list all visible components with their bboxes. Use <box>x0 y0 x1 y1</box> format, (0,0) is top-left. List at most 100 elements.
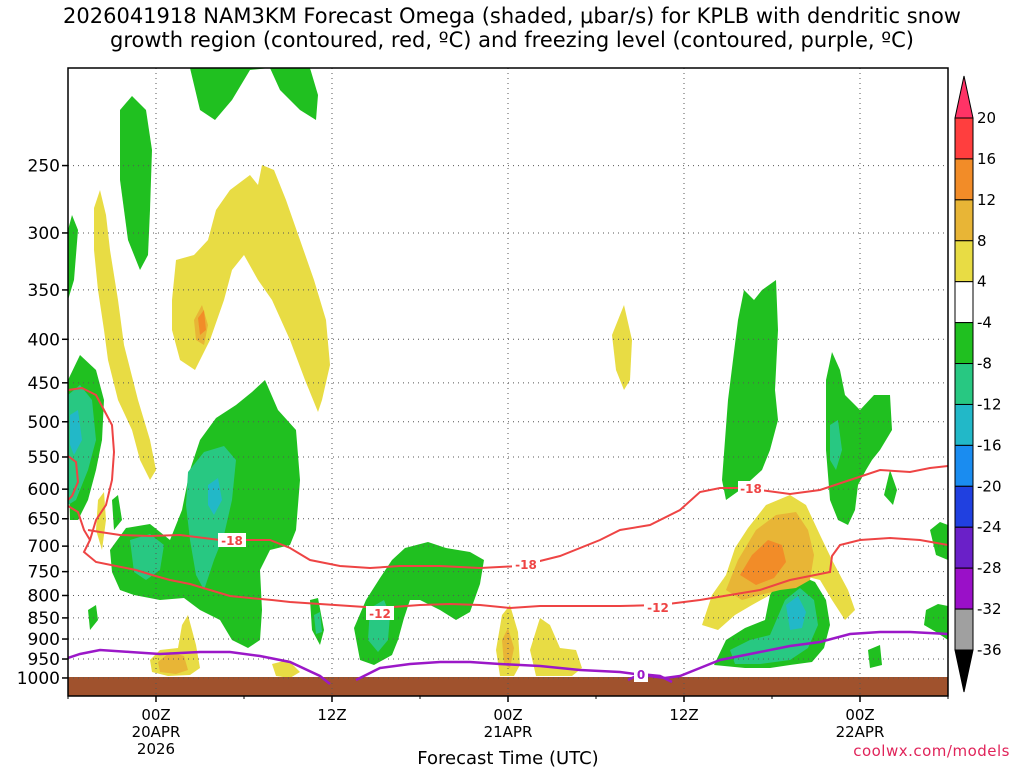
contour-label-zero: 0 <box>637 668 645 682</box>
colorbar-swatch <box>954 199 974 242</box>
isotherm-minus18-line <box>68 505 91 541</box>
x-tick-label: 12Z <box>669 706 698 724</box>
omega-region-green <box>722 280 778 500</box>
colorbar-swatch <box>954 403 974 446</box>
colorbar-swatch <box>954 158 974 201</box>
colorbar-swatch <box>954 240 974 283</box>
omega-region-yellow <box>94 190 156 480</box>
x-tick-label: 21APR <box>484 723 533 741</box>
omega-region-green <box>120 96 152 270</box>
omega-region-orange <box>198 310 206 335</box>
colorbar-top-triangle <box>954 75 974 119</box>
x-tick-label: 00Z <box>141 706 170 724</box>
colorbar-label: 12 <box>977 191 996 209</box>
colorbar-bottom-triangle <box>954 649 974 693</box>
y-tick-label: 650 <box>28 510 60 530</box>
colorbar-label: 4 <box>977 273 987 291</box>
colorbar-swatch <box>954 444 974 487</box>
y-tick-label: 250 <box>28 157 60 177</box>
isotherm-minus18 <box>68 386 948 610</box>
contour-label-minus12-a: -12 <box>369 607 391 621</box>
omega-region-yellow <box>172 165 330 412</box>
omega-region-green <box>884 470 897 505</box>
ground-surface <box>68 677 948 696</box>
omega-region-yellow <box>96 492 106 550</box>
colorbar-label: 20 <box>977 109 996 127</box>
colorbar-swatch <box>954 485 974 528</box>
x-tick-label: 22APR <box>836 723 885 741</box>
colorbar-label: -24 <box>977 518 1002 536</box>
contour-labels: -18 -18 -18 -12 -12 0 <box>218 481 764 682</box>
colorbar-label: -4 <box>977 314 992 332</box>
colorbar-swatch <box>954 567 974 610</box>
colorbar-swatch <box>954 363 974 405</box>
chart-title: 2026041918 NAM3KM Forecast Omega (shaded… <box>0 4 1024 52</box>
colorbar-label: -32 <box>977 600 1002 618</box>
omega-region-green <box>112 495 122 530</box>
omega-region-yellow <box>612 305 632 390</box>
colorbar-swatch <box>954 117 974 160</box>
omega-region-green <box>930 522 948 560</box>
x-tick-label: 00Z <box>493 706 522 724</box>
y-tick-label: 500 <box>28 413 60 433</box>
x-tick-label: 00Z <box>845 706 874 724</box>
colorbar-label: -8 <box>977 355 992 373</box>
y-tick-label: 700 <box>28 537 60 557</box>
x-tick-label: 2026 <box>137 740 175 758</box>
colorbar-label: -36 <box>977 641 1002 659</box>
colorbar-swatch <box>954 526 974 569</box>
omega-region-yellow <box>272 660 300 678</box>
colorbar: 20 16 12 8 4 -4 -8 -12 -16 -20 -24 -28 -32 -36 <box>954 75 1002 693</box>
y-tick-label: 750 <box>28 563 60 583</box>
omega-region-cyan <box>208 478 222 515</box>
colorbar-label: -28 <box>977 559 1002 577</box>
y-tick-label: 400 <box>28 330 60 350</box>
y-tick-label: 850 <box>28 609 60 629</box>
omega-region-green <box>68 215 78 300</box>
y-tick-label: 600 <box>28 480 60 500</box>
y-tick-label: 950 <box>28 650 60 670</box>
x-tick-label: 12Z <box>317 706 346 724</box>
title-line-1: 2026041918 NAM3KM Forecast Omega (shaded… <box>63 4 961 28</box>
y-axis: 2503003504004505005506006507007508008509… <box>17 157 68 689</box>
y-tick-label: 450 <box>28 374 60 394</box>
omega-region-cyan <box>786 596 806 630</box>
y-tick-label: 800 <box>28 586 60 606</box>
omega-region-orange <box>740 540 786 585</box>
omega-region-teal <box>830 420 842 470</box>
omega-region-green <box>868 645 882 668</box>
contour-label-minus12-b: -12 <box>647 601 669 615</box>
y-tick-label: 1000 <box>17 669 60 689</box>
omega-region-green <box>924 604 948 640</box>
y-tick-label: 300 <box>28 224 60 244</box>
y-tick-label: 550 <box>28 448 60 468</box>
watermark-text: coolwx.com/models <box>853 742 1010 760</box>
y-tick-label: 900 <box>28 630 60 650</box>
colorbar-swatch <box>954 281 974 324</box>
freezing-level-line <box>68 630 948 685</box>
omega-region-yellow <box>530 618 582 676</box>
omega-region-cyan <box>70 410 82 455</box>
colorbar-label: 16 <box>977 150 996 168</box>
contour-label-minus18-b: -18 <box>515 558 537 572</box>
omega-region-teal <box>186 446 236 590</box>
colorbar-label: -20 <box>977 477 1002 495</box>
colorbar-label: -12 <box>977 395 1002 413</box>
x-axis-label: Forecast Time (UTC) <box>417 748 598 768</box>
omega-region-green <box>168 68 318 120</box>
omega-region-gold <box>158 652 188 674</box>
isotherm-minus18-line <box>68 386 948 610</box>
isotherm-minus18-line <box>68 455 80 501</box>
y-tick-label: 350 <box>28 281 60 301</box>
title-line-2: growth region (contoured, red, ºC) and f… <box>110 28 914 52</box>
omega-region-teal <box>314 612 322 634</box>
contour-label-minus18-a: -18 <box>221 534 243 548</box>
colorbar-label: -16 <box>977 436 1002 454</box>
colorbar-swatch <box>954 322 974 365</box>
grid <box>68 68 948 696</box>
colorbar-swatch <box>954 608 974 651</box>
x-tick-label: 20APR <box>132 723 181 741</box>
contour-label-minus18-c: -18 <box>740 482 762 496</box>
